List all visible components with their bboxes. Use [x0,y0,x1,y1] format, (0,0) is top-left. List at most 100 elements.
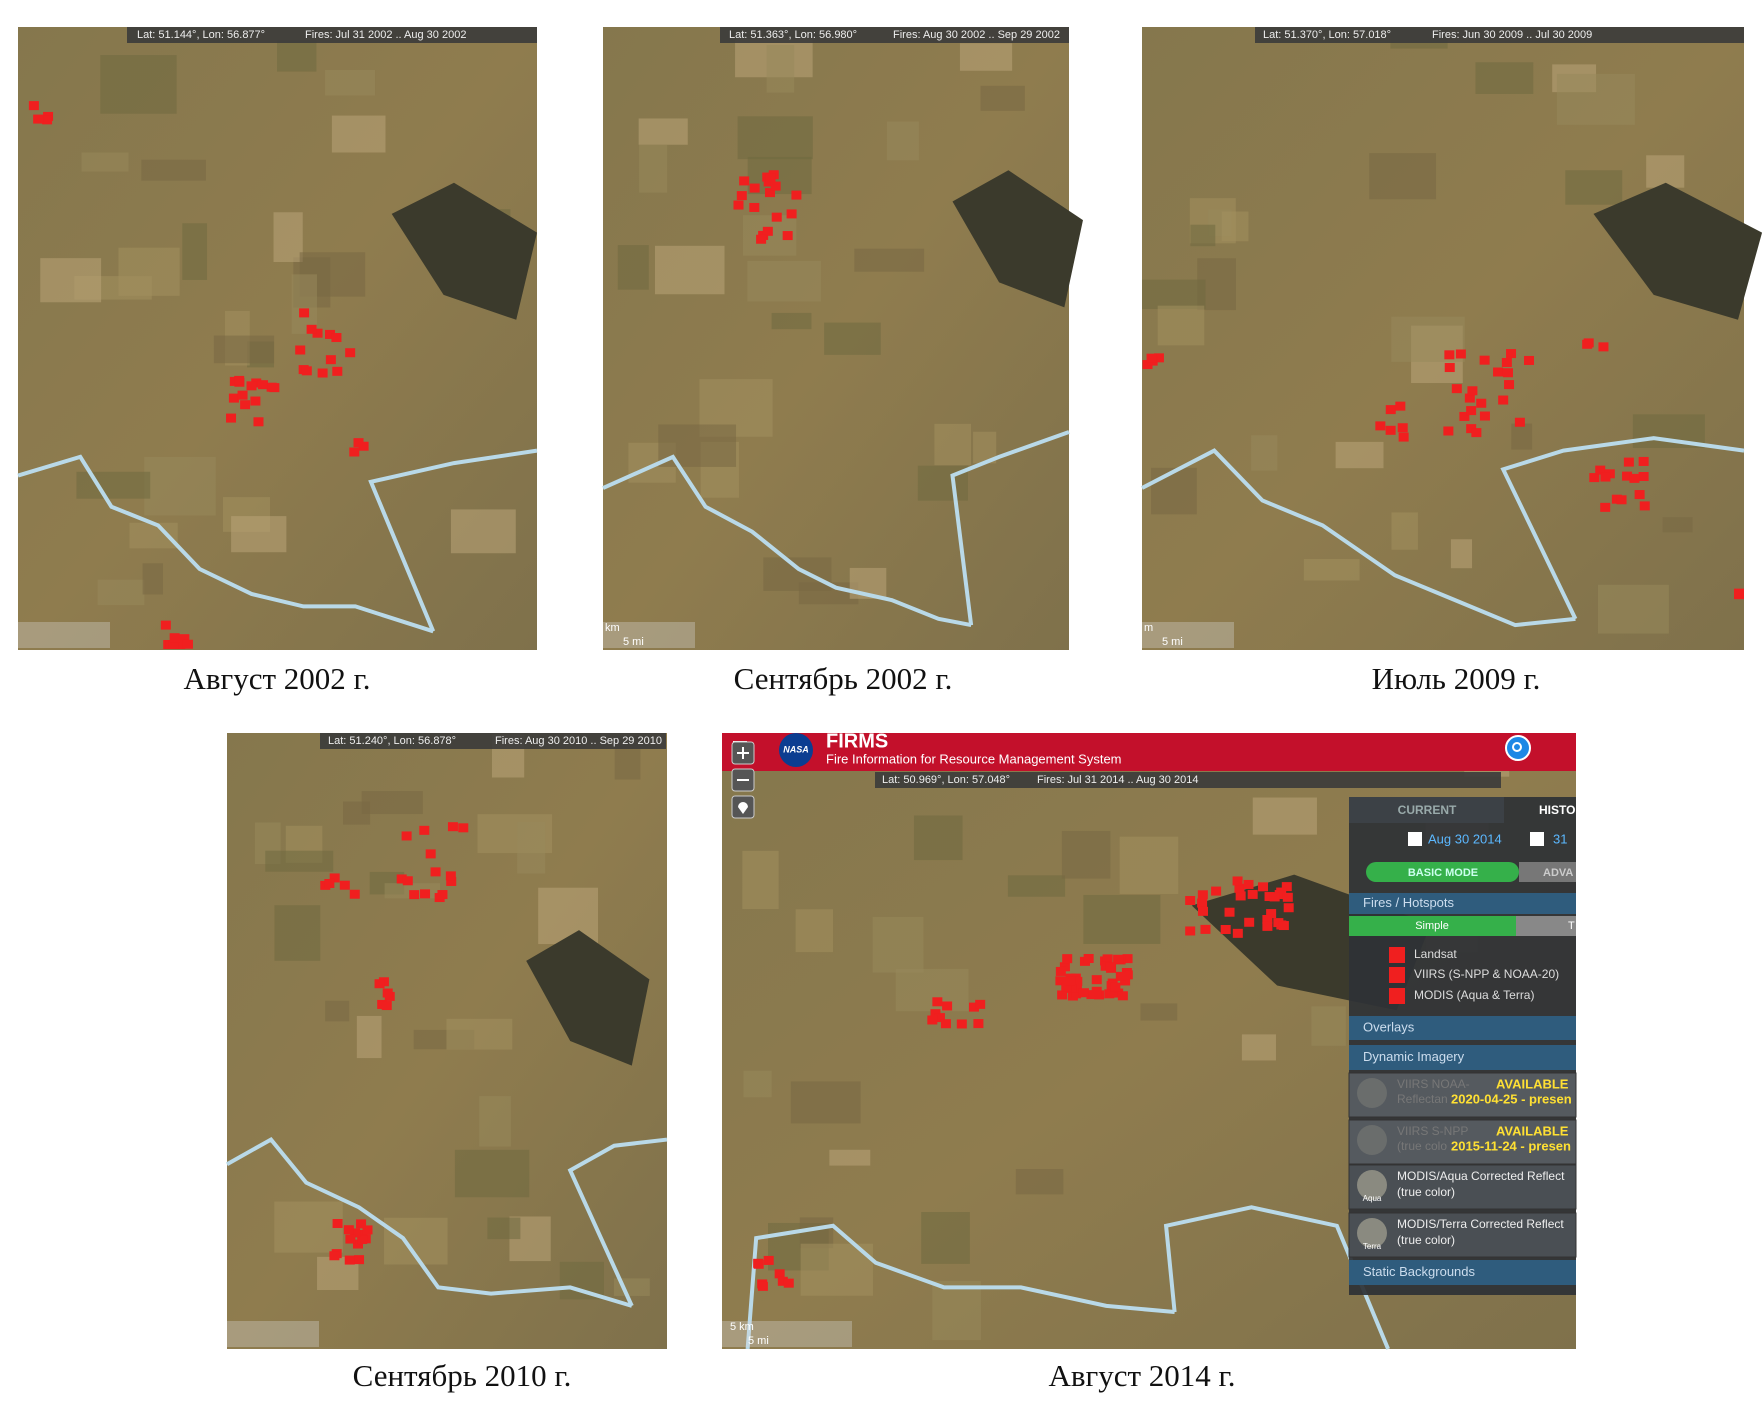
field-patch [487,1217,521,1240]
fire-hotspot [1104,989,1115,999]
section-header-band[interactable] [1349,1045,1576,1070]
fire-hotspot [940,1019,951,1029]
info-bar [1255,27,1744,43]
fire-hotspot [350,1228,361,1238]
coordinates: Lat: 51.144°, Lon: 56.877° [137,29,265,41]
caption: Июль 2009 г. [1372,661,1541,696]
field-patch [747,260,821,302]
section-header-band[interactable] [1349,1260,1576,1285]
border-line [1500,436,1745,620]
map-panel [1141,27,1763,650]
fire-hotspot [771,212,782,222]
field-patch [638,118,688,145]
fire-hotspot [257,380,268,390]
field-patch [1142,279,1206,310]
field-patch [742,850,779,910]
imagery-name: MODIS/Terra Corrected Reflect [1397,1217,1564,1231]
style-other[interactable] [1516,916,1576,936]
zoom-in-icon [737,747,749,759]
fire-hotspot [739,176,750,186]
field-patch [886,121,919,161]
fire-hotspot [175,640,186,649]
scale-bar [603,622,695,648]
section-header-band[interactable] [1349,893,1576,914]
fire-hotspot [1467,386,1478,396]
availability: AVAILABLE [1496,1123,1569,1138]
field-patch [913,815,963,861]
mode-advanced[interactable] [1519,862,1576,882]
fire-hotspot [1466,406,1477,416]
fire-hotspot [446,876,457,886]
calendar-icon [1408,832,1422,846]
legend-label: MODIS (Aqua & Terra) [1414,988,1534,1002]
fire-hotspot [1638,472,1649,482]
mode-basic[interactable] [1366,862,1519,882]
search-button[interactable] [1505,735,1531,761]
fire-hotspot [329,1251,340,1261]
fire-hotspot [736,191,747,201]
border-line [1141,448,1576,628]
imagery-item[interactable] [1348,1119,1577,1165]
scale-bar [18,622,110,648]
fire-hotspot [401,831,412,841]
field-patch [76,471,151,499]
fire-hotspot [1146,353,1157,363]
fire-hotspot [1120,976,1131,986]
fire-hotspot [1278,921,1289,931]
section-header-band[interactable] [1349,1016,1576,1040]
fire-hotspot [1455,349,1466,359]
fire-hotspot [1117,991,1128,1001]
thumb-label: Terra [1363,1242,1382,1251]
fire-hotspot [777,1276,788,1286]
imagery-item[interactable] [1348,1072,1577,1118]
field-patch [824,322,881,355]
fire-hotspot [182,639,193,649]
field-patch [454,1149,530,1198]
field-patch [1190,224,1216,247]
fire-hotspot [1234,883,1245,893]
fire-hotspot [425,849,436,859]
fire-hotspot [1273,918,1284,928]
legend-swatch [1389,967,1405,983]
fire-hotspot [160,620,171,630]
field-patch [1646,155,1685,188]
fire-hotspot [1185,896,1196,906]
field-patch [265,850,334,872]
satellite-imagery [18,27,537,650]
header-bar [722,733,1576,771]
calendar-icon [1530,832,1544,846]
fire-hotspot [1266,909,1277,919]
fire-hotspot [1466,424,1477,434]
fire-hotspot [345,1234,356,1244]
fire-hotspot [1498,395,1509,405]
field-patch [1151,467,1197,515]
fire-hotspot [354,1255,365,1265]
fire-hotspot [1501,357,1512,367]
fire-hotspot [1072,976,1083,986]
imagery-name: VIIRS S-NPP [1397,1124,1468,1138]
fire-hotspot [1211,886,1222,896]
fire-hotspot [1623,457,1634,467]
scale-label: 5 mi [1162,636,1183,648]
forest [391,182,537,320]
imagery-thumb [1357,1078,1387,1108]
fire-hotspot [358,441,369,451]
field-patch [343,801,371,825]
fire-hotspot [409,890,420,900]
availability-range: 2015-11-24 - presen [1451,1138,1571,1153]
fire-hotspot [1734,588,1744,598]
nasa-logo [779,733,813,767]
fire-hotspot [362,1225,373,1235]
scale-label: 5 mi [748,1335,769,1347]
tab-current[interactable] [1349,797,1504,823]
field-patch [795,909,834,953]
fire-hotspot [1269,892,1280,902]
scale-bar [227,1321,319,1347]
field-patch [959,43,1013,71]
fire-hotspot [345,348,356,358]
style-simple[interactable] [1349,916,1516,936]
field-patch [1335,441,1384,469]
field-patch [1157,305,1205,346]
scale-label: km [605,622,620,634]
fire-hotspot [1600,472,1611,482]
